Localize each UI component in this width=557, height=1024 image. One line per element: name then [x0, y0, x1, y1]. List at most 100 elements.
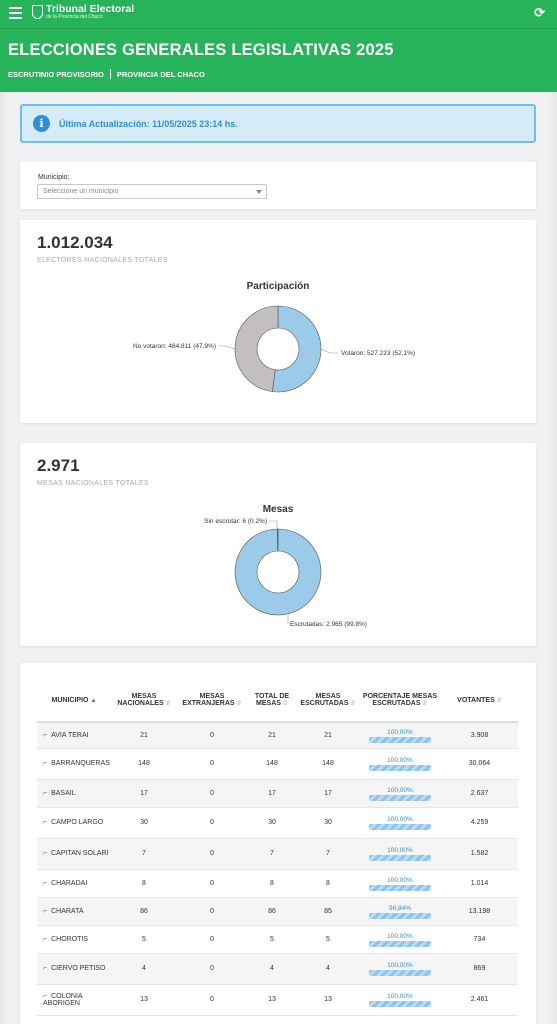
col-mesas-extranjeras[interactable]: MESAS EXTRANJERAS ⇵ — [177, 679, 247, 723]
total-mesas-cell: 148 — [247, 748, 297, 780]
expand-icon[interactable]: ⌐ — [43, 907, 48, 915]
municipio-cell[interactable]: ⌐ CAPITAN SOLARI — [37, 838, 111, 870]
table-row[interactable]: ⌐ BASAIL 17 0 17 17 100,00% 2.637 — [37, 779, 518, 808]
porcentaje-cell: 100,00% — [359, 779, 441, 808]
mesas-escrutadas-cell: 17 — [297, 779, 359, 808]
table-row[interactable]: ⌐ COLONIA ABORIGEN 13 0 13 13 100,00% 2.461 — [37, 984, 518, 1016]
mesas-nacionales-cell: 7 — [111, 838, 177, 870]
table-row[interactable]: ⌐ CIERVO PETISO 4 0 4 4 100,00% 869 — [37, 953, 518, 985]
mesas-extranjeras-cell: 0 — [177, 953, 247, 985]
municipio-cell[interactable]: ⌐ BASAIL — [37, 779, 111, 808]
right-gutter — [548, 92, 557, 1024]
breadcrumb-provincia[interactable]: PROVINCIA DEL CHACO — [116, 69, 205, 79]
municipio-select[interactable]: Seleccione un municipio — [37, 184, 267, 199]
mesas-extranjeras-cell: 0 — [177, 869, 247, 898]
table-row[interactable]: ⌐ BARRANQUERAS 148 0 148 148 100,00% 30.064 — [37, 748, 518, 780]
porcentaje-cell: 100,00% — [359, 925, 441, 954]
porcentaje-cell: 98,84% — [359, 897, 441, 926]
table-row[interactable]: ⌐ AVIA TERAI 21 0 21 21 100,00% 3.908 — [37, 722, 518, 749]
mesas-escrutadas-cell: 5 — [297, 925, 359, 954]
mesas-nacionales-cell: 13 — [111, 984, 177, 1016]
page-title: ELECCIONES GENERALES LEGISLATIVAS 2025 — [8, 41, 394, 59]
col-total-mesas[interactable]: TOTAL DE MESAS ⇵ — [247, 679, 297, 723]
leader-line — [269, 520, 278, 529]
municipio-cell[interactable]: ⌐ CHARADAI — [37, 869, 111, 898]
table-row[interactable]: ⌐ CHARATA 86 0 86 85 98,84% 13.198 — [37, 897, 518, 926]
electores-total: 1.012.034 — [37, 233, 113, 252]
municipios-table-card: MUNICIPIO ▲ MESAS NACIONALES ⇵ MESAS EXTRA… — [20, 663, 536, 1024]
breadcrumb-separator — [109, 69, 111, 79]
leader-line — [320, 348, 338, 354]
col-mesas-nacionales[interactable]: MESAS NACIONALES ⇵ — [111, 679, 177, 723]
votantes-cell: 3.908 — [441, 722, 518, 749]
electores-caption: ELECTORES NACIONALES TOTALES — [37, 257, 168, 264]
porcentaje-label: 100,00% — [387, 993, 413, 1000]
progress-bar — [369, 884, 431, 891]
brand-title: Tribunal Electoral — [46, 3, 135, 15]
porcentaje-cell: 100,00% — [359, 722, 441, 749]
mesas-extranjeras-cell: 0 — [177, 807, 247, 839]
donut-slice-escrutadas[interactable] — [234, 528, 322, 616]
expand-icon[interactable]: ⌐ — [43, 965, 48, 972]
refresh-icon[interactable]: ⟳ — [534, 5, 545, 20]
municipio-name: CHARATA — [51, 907, 84, 915]
municipio-cell[interactable]: ⌐ CHOROTIS — [37, 925, 111, 954]
mesas-caption: MESAS NACIONALES TOTALES — [37, 480, 149, 487]
donut-slice-sin-escrutar[interactable] — [277, 528, 279, 552]
expand-icon[interactable]: ⌐ — [43, 879, 48, 887]
mesas-escrutadas-cell: 85 — [297, 897, 359, 926]
mesas-escrutadas-cell: 21 — [297, 722, 359, 749]
porcentaje-cell: 100,00% — [359, 984, 441, 1016]
breadcrumb-escrutinio[interactable]: ESCRUTINIO PROVISORIO — [8, 69, 104, 79]
expand-icon[interactable]: ⌐ — [43, 789, 48, 797]
progress-bar — [369, 1001, 431, 1007]
votantes-cell: 30.064 — [441, 748, 518, 780]
leader-line — [287, 614, 290, 624]
mesas-extranjeras-cell: 0 — [177, 779, 247, 808]
table-body: ⌐ AVIA TERAI 21 0 21 21 100,00% 3.908 ⌐ BARRANQUE… — [37, 722, 518, 1016]
porcentaje-label: 100,00% — [387, 876, 413, 884]
total-mesas-cell: 21 — [247, 722, 297, 749]
mesas-total: 2.971 — [37, 456, 80, 475]
municipio-cell[interactable]: ⌐ CIERVO PETISO — [37, 953, 111, 985]
porcentaje-label: 100,00% — [387, 816, 413, 823]
porcentaje-label: 100,00% — [387, 962, 413, 969]
municipio-cell[interactable]: ⌐ COLONIA ABORIGEN — [37, 984, 111, 1016]
municipio-select-placeholder: Seleccione un municipio — [43, 188, 119, 195]
participacion-donut-chart: Votaron: 527.223 (52.1%) No votaron: 484.… — [133, 305, 415, 393]
mesas-extranjeras-cell: 0 — [177, 897, 247, 926]
col-porcentaje[interactable]: PORCENTAJE MESAS ESCRUTADAS ⇵ — [359, 679, 441, 723]
expand-icon[interactable]: ⌐ — [43, 935, 48, 943]
votantes-cell: 734 — [441, 925, 518, 954]
municipio-name: CIERVO PETISO — [51, 965, 106, 972]
total-mesas-cell: 7 — [247, 838, 297, 870]
brand-logo[interactable]: Tribunal Electoral de la Provincia del C… — [32, 4, 134, 20]
municipio-name: AVIA TERAI — [51, 731, 89, 739]
municipio-cell[interactable]: ⌐ CHARATA — [37, 897, 111, 926]
municipio-name: BARRANQUERAS — [51, 760, 110, 767]
col-votantes[interactable]: VOTANTES ⇵ — [441, 679, 518, 723]
col-mesas-escrutadas[interactable]: MESAS ESCRUTADAS ⇵ — [297, 679, 359, 723]
mesas-extranjeras-cell: 0 — [177, 984, 247, 1016]
porcentaje-label: 100,00% — [387, 932, 413, 940]
municipio-cell[interactable]: ⌐ AVIA TERAI — [37, 722, 111, 749]
expand-icon[interactable]: ⌐ — [43, 819, 48, 826]
table-row[interactable]: ⌐ CHOROTIS 5 0 5 5 100,00% 734 — [37, 925, 518, 954]
mesas-donut-chart: Escrutadas: 2.965 (99.8%) Sin escrutar: 6… — [204, 518, 367, 628]
hamburger-icon[interactable] — [9, 7, 22, 19]
municipio-cell[interactable]: ⌐ BARRANQUERAS — [37, 748, 111, 780]
votantes-cell: 2.637 — [441, 779, 518, 808]
last-update-text: Última Actualización: 11/05/2025 23:14 h… — [59, 118, 238, 129]
expand-icon[interactable]: ⌐ — [43, 992, 48, 1000]
expand-icon[interactable]: ⌐ — [43, 850, 48, 857]
municipio-cell[interactable]: ⌐ CAMPO LARGO — [37, 807, 111, 839]
table-row[interactable]: ⌐ CAPITAN SOLARI 7 0 7 7 100,00% 1.582 — [37, 838, 518, 870]
table-row[interactable]: ⌐ CHARADAI 8 0 8 8 100,00% 1.014 — [37, 869, 518, 898]
donut-slice-no-votaron[interactable] — [234, 305, 279, 392]
expand-icon[interactable]: ⌐ — [43, 731, 48, 739]
col-municipio[interactable]: MUNICIPIO ▲ — [37, 679, 111, 723]
expand-icon[interactable]: ⌐ — [43, 760, 48, 767]
table-row[interactable]: ⌐ CAMPO LARGO 30 0 30 30 100,00% 4.259 — [37, 807, 518, 839]
chevron-down-icon — [256, 190, 262, 194]
donut-slice-votaron[interactable] — [272, 305, 322, 393]
